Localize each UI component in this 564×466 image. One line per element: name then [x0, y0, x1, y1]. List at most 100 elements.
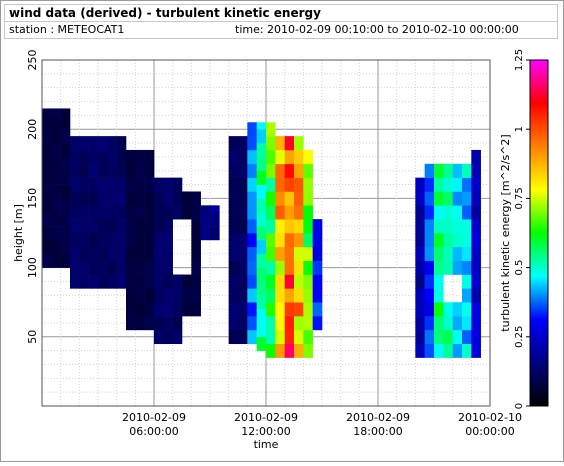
- heatmap-cell: [443, 233, 453, 248]
- heatmap-cell: [303, 343, 313, 358]
- heatmap-cell: [154, 191, 164, 206]
- heatmap-cell: [238, 163, 248, 178]
- heatmap-cell: [98, 219, 108, 234]
- heatmap-cell: [154, 288, 164, 303]
- heatmap-cell: [415, 246, 425, 261]
- x-axis-label: time: [254, 438, 279, 451]
- heatmap-cell: [79, 177, 89, 192]
- heatmap-cell: [98, 136, 108, 151]
- station-label: station : METEOCAT1: [9, 23, 125, 36]
- heatmap-cell: [154, 246, 164, 261]
- heatmap-cell: [116, 191, 127, 206]
- heatmap-cell: [228, 246, 239, 261]
- heatmap-cell: [163, 177, 173, 192]
- heatmap-cell: [144, 205, 155, 220]
- heatmap-cell: [294, 302, 304, 317]
- heatmap-cell: [312, 246, 323, 261]
- heatmap-cell: [434, 205, 444, 220]
- colorbar-tick-label: 1: [514, 126, 525, 132]
- heatmap-cell: [70, 205, 80, 220]
- x-tick-label: 2010-02-09: [346, 411, 410, 424]
- heatmap-cell: [154, 177, 164, 192]
- heatmap-cell: [284, 177, 295, 192]
- heatmap-cell: [294, 205, 304, 220]
- title-bar: wind data (derived) - turbulent kinetic …: [4, 4, 558, 22]
- heatmap-cell: [228, 329, 239, 345]
- heatmap-cell: [424, 163, 435, 178]
- heatmap-cell: [452, 219, 463, 234]
- heatmap-cell: [172, 302, 183, 317]
- heatmap-cell: [294, 329, 304, 345]
- heatmap-cell: [256, 253, 267, 268]
- heatmap-cell: [434, 191, 444, 206]
- heatmap-cell: [144, 233, 155, 248]
- heatmap-cell: [452, 205, 463, 220]
- heatmap-cell: [60, 170, 71, 185]
- heatmap-cell: [51, 170, 61, 185]
- heatmap-cell: [154, 260, 164, 275]
- heatmap-cell: [51, 226, 61, 241]
- heatmap-cell: [238, 136, 248, 151]
- heatmap-cell: [126, 177, 136, 192]
- heatmap-cell: [228, 302, 239, 317]
- heatmap-cell: [266, 149, 276, 165]
- heatmap-cell: [88, 260, 99, 275]
- heatmap-cell: [238, 177, 248, 192]
- heatmap-cell: [256, 212, 267, 227]
- heatmap-cell: [98, 163, 108, 178]
- heatmap-cell: [275, 329, 285, 345]
- heatmap-cell: [275, 205, 285, 220]
- heatmap-cell: [172, 329, 183, 345]
- heatmap-cell: [443, 205, 453, 220]
- heatmap-cell: [284, 149, 295, 165]
- heatmap-cell: [303, 260, 313, 275]
- heatmap-cell: [126, 233, 136, 248]
- heatmap-cell: [182, 302, 192, 317]
- heatmap-cell: [462, 343, 472, 358]
- heatmap-cell: [256, 322, 267, 338]
- heatmap-cell: [443, 163, 453, 178]
- heatmap-cell: [79, 219, 89, 234]
- heatmap-cell: [88, 149, 99, 165]
- x-tick-label: 12:00:00: [241, 425, 290, 438]
- heatmap-cell: [415, 316, 425, 331]
- heatmap-cell: [434, 274, 444, 289]
- heatmap-cell: [135, 205, 145, 220]
- heatmap-cell: [42, 239, 52, 255]
- heatmap-cell: [42, 108, 52, 116]
- heatmap-cell: [163, 233, 173, 248]
- heatmap-cell: [228, 288, 239, 303]
- heatmap-cell: [266, 205, 276, 220]
- heatmap-cell: [275, 316, 285, 331]
- heatmap-cell: [462, 177, 472, 192]
- heatmap-cell: [60, 253, 71, 268]
- heatmap-cell: [471, 288, 481, 303]
- heatmap-cell: [434, 302, 444, 317]
- heatmap-cell: [107, 163, 117, 178]
- heatmap-cell: [70, 260, 80, 275]
- heatmap-cell: [303, 219, 313, 234]
- heatmap-cell: [284, 343, 295, 358]
- heatmap-cell: [294, 246, 304, 261]
- heatmap-cell: [303, 233, 313, 248]
- heatmap-cell: [443, 316, 453, 331]
- heatmap-cell: [51, 239, 61, 255]
- heatmap-cell: [116, 274, 127, 289]
- heatmap-cell: [126, 274, 136, 289]
- colorbar-tick-label: 0.5: [514, 260, 525, 276]
- heatmap-cell: [303, 205, 313, 220]
- heatmap-cell: [247, 288, 257, 303]
- heatmap-cell: [434, 343, 444, 358]
- heatmap-cell: [443, 219, 453, 234]
- heatmap-cell: [415, 288, 425, 303]
- heatmap-cell: [266, 288, 276, 303]
- heatmap-cell: [135, 219, 145, 234]
- heatmap-cell: [266, 191, 276, 206]
- y-tick-label: 250: [26, 50, 39, 71]
- heatmap-cell: [126, 316, 136, 331]
- heatmap-cell: [228, 260, 239, 275]
- heatmap-cell: [284, 205, 295, 220]
- heatmap-cell: [303, 288, 313, 303]
- heatmap-cell: [275, 136, 285, 151]
- heatmap-cell: [191, 260, 201, 275]
